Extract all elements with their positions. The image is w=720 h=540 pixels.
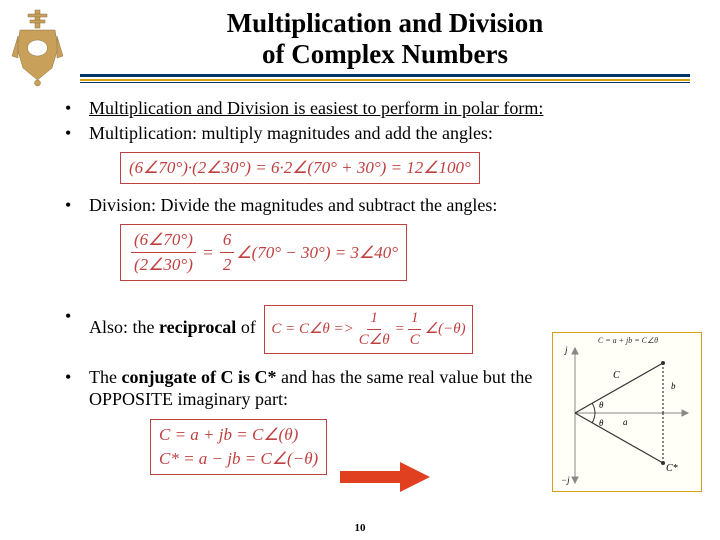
neg-j-axis-label: −j xyxy=(561,475,570,485)
slide-title: Multiplication and Division of Complex N… xyxy=(80,8,690,70)
b-label: b xyxy=(671,381,676,391)
bullet-3: • Division: Divide the magnitudes and su… xyxy=(65,194,690,217)
bullet-5: • The conjugate of C is C* and has the s… xyxy=(65,366,545,411)
bullet-2: • Multiplication: multiply magnitudes an… xyxy=(65,122,690,145)
c-star-label: C* xyxy=(666,463,678,474)
equation-division: (6∠70°) (2∠30°) = 6 2 ∠(70° − 30°) = 3∠4… xyxy=(120,224,407,281)
title-line-2: of Complex Numbers xyxy=(80,39,690,70)
title-underline xyxy=(80,74,690,83)
crest-logo xyxy=(10,8,65,88)
equation-conjugate: C = a + jb = C∠(θ) C* = a − jb = C∠(−θ) xyxy=(150,419,327,475)
theta-upper: θ xyxy=(599,400,604,410)
j-axis-label: j xyxy=(564,345,568,355)
c-vector-label: C xyxy=(613,370,620,381)
title-line-1: Multiplication and Division xyxy=(80,8,690,39)
theta-lower: θ xyxy=(599,418,604,428)
equation-reciprocal: C = C∠θ => 1 C∠θ = 1 C ∠(−θ) xyxy=(264,305,472,354)
bullet-1: • Multiplication and Division is easiest… xyxy=(65,97,690,120)
equation-multiplication: (6∠70°)·(2∠30°) = 6·2∠(70° + 30°) = 12∠1… xyxy=(120,152,480,184)
complex-plane-diagram: C = a + jb = C∠θ j −j θ θ C xyxy=(552,332,702,492)
a-label: a xyxy=(623,417,628,427)
bullet-list: • Multiplication and Division is easiest… xyxy=(65,97,690,144)
diagram-top-label: C = a + jb = C∠θ xyxy=(598,336,658,345)
page-number: 10 xyxy=(355,522,366,534)
red-arrow-icon xyxy=(340,462,430,492)
